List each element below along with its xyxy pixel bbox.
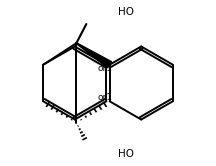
Text: or1: or1 [97, 93, 112, 102]
Text: or1: or1 [97, 64, 112, 73]
Text: HO: HO [118, 7, 134, 17]
Text: HO: HO [118, 149, 134, 159]
Polygon shape [76, 43, 111, 68]
